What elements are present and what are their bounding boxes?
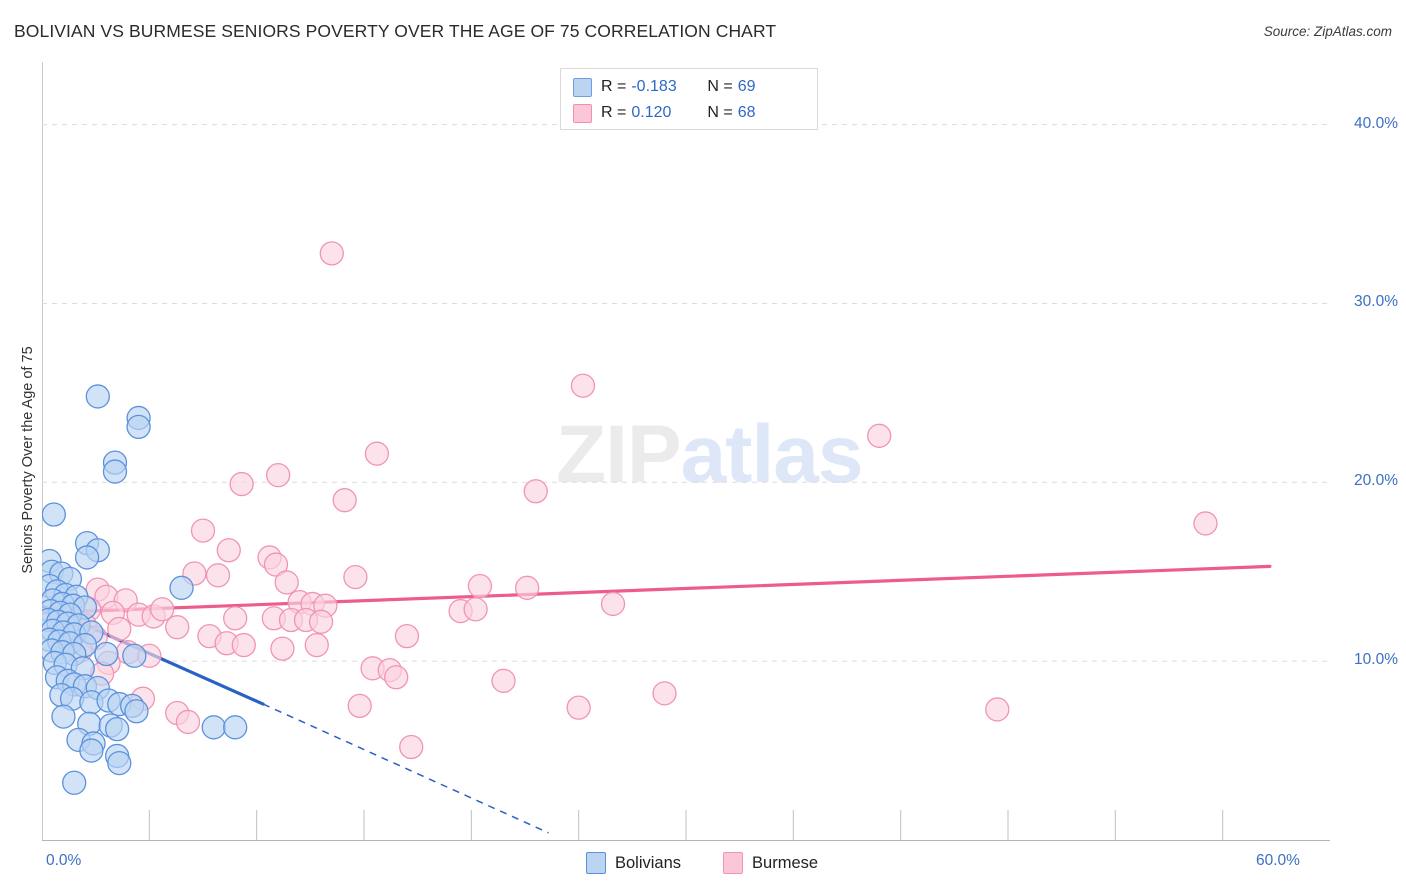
x-axis-ticks <box>148 810 1224 840</box>
data-point <box>165 615 190 640</box>
y-axis-line <box>42 62 43 840</box>
data-point <box>308 609 334 634</box>
r-label-burmese: R = <box>601 104 627 121</box>
data-point <box>394 623 420 649</box>
data-point <box>265 462 291 488</box>
n-label-bolivians: N = <box>707 78 733 95</box>
legend-item-bolivians[interactable]: Bolivians <box>586 852 681 874</box>
data-point <box>523 479 548 504</box>
series-legend: Bolivians Burmese <box>586 852 818 874</box>
y-tick-label: 10.0% <box>1354 651 1398 669</box>
data-point <box>270 636 295 661</box>
data-point <box>223 715 248 740</box>
data-point <box>74 545 100 570</box>
data-point <box>491 668 516 693</box>
data-point <box>304 632 329 658</box>
legend-swatch-bolivians <box>586 852 606 874</box>
data-point <box>126 414 151 440</box>
y-tick-label: 40.0% <box>1354 114 1398 132</box>
gridlines <box>42 124 1330 662</box>
y-tick-label: 20.0% <box>1354 472 1398 490</box>
data-point <box>274 570 299 595</box>
data-point <box>85 384 110 409</box>
bolivians-points <box>42 384 248 795</box>
data-point <box>122 643 147 668</box>
data-point <box>205 563 231 588</box>
data-point <box>332 488 357 513</box>
burmese-points <box>49 241 1218 760</box>
n-value-burmese: 68 <box>737 104 756 121</box>
data-point <box>514 575 540 600</box>
data-point <box>364 441 390 466</box>
data-point <box>566 695 591 720</box>
data-point <box>62 770 87 795</box>
r-value-bolivians: -0.183 <box>631 78 677 95</box>
watermark-zip: ZIP <box>556 409 682 500</box>
data-point <box>652 681 677 706</box>
scatter-svg <box>42 124 1330 840</box>
data-point <box>985 697 1010 722</box>
r-label-bolivians: R = <box>601 78 627 95</box>
y-axis-title: Seniors Poverty Over the Age of 75 <box>20 346 36 574</box>
data-point <box>201 715 226 740</box>
data-point <box>347 693 372 719</box>
n-label-burmese: N = <box>707 104 733 121</box>
plot-area <box>42 62 1330 840</box>
data-point <box>190 518 216 543</box>
x-tick-label: 0.0% <box>46 852 82 869</box>
data-point <box>399 734 424 760</box>
n-value-bolivians: 69 <box>737 78 756 95</box>
data-point <box>600 591 626 617</box>
data-point <box>319 241 344 266</box>
data-point <box>467 573 493 599</box>
watermark-atlas: atlas <box>680 409 864 500</box>
legend-label-burmese: Burmese <box>752 853 819 872</box>
data-point <box>229 471 254 497</box>
data-point <box>94 641 119 667</box>
stats-row-burmese: R = 0.120 N = 68 <box>573 100 807 126</box>
page-title: BOLIVIAN VS BURMESE SENIORS POVERTY OVER… <box>14 21 777 41</box>
data-point <box>384 665 409 690</box>
data-point <box>867 423 892 448</box>
zipatlas-watermark: ZIPatlas <box>556 408 864 502</box>
data-point <box>79 738 104 763</box>
x-axis-line <box>42 840 1330 841</box>
data-point <box>107 616 132 642</box>
data-point <box>42 502 66 527</box>
data-point <box>104 716 130 742</box>
legend-swatch-burmese <box>723 852 744 874</box>
stats-swatch-blue <box>573 77 592 97</box>
y-tick-label: 30.0% <box>1354 293 1398 311</box>
data-point <box>263 552 289 577</box>
stats-swatch-pink <box>573 103 592 123</box>
r-value-burmese: 0.120 <box>631 104 672 121</box>
data-point <box>1193 511 1218 536</box>
legend-label-bolivians: Bolivians <box>615 853 682 872</box>
data-point <box>51 704 76 729</box>
data-point <box>223 606 248 631</box>
data-point <box>231 632 256 658</box>
data-point <box>102 459 128 484</box>
data-point <box>216 538 241 563</box>
correlation-stats-legend: R = -0.183 N = 69 R = 0.120 N = 68 <box>560 68 818 130</box>
data-point <box>124 699 149 724</box>
data-point <box>107 750 132 776</box>
source-label: Source: ZipAtlas.com <box>1263 24 1392 39</box>
data-point <box>463 597 488 622</box>
data-point <box>169 575 194 600</box>
data-point <box>343 564 368 590</box>
data-point <box>150 597 175 622</box>
data-point <box>570 373 596 398</box>
stats-row-bolivians: R = -0.183 N = 69 <box>573 74 807 100</box>
data-point <box>175 709 201 735</box>
x-tick-label: 60.0% <box>1256 852 1300 869</box>
legend-item-burmese[interactable]: Burmese <box>723 852 818 874</box>
